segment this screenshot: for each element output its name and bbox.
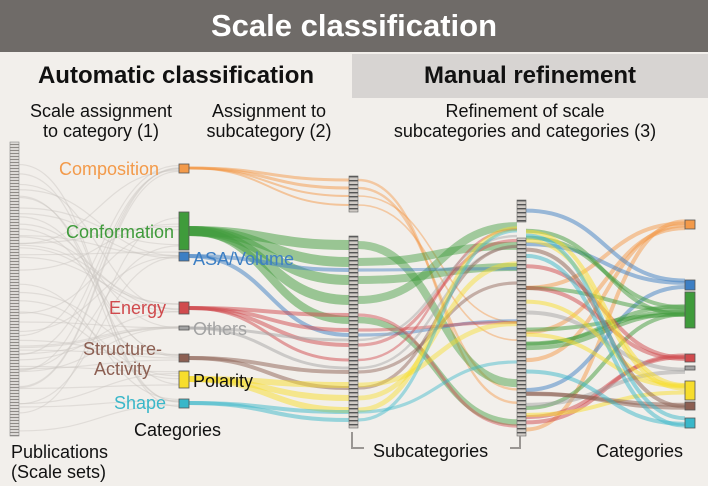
category-to-subcategory-flow [189,168,349,188]
publication-flow [19,245,179,304]
category-box-structure-activity [179,354,189,362]
category-box-energy [179,302,189,314]
categories-right-label: Categories [596,441,683,461]
publications-line-2: (Scale sets) [11,462,108,482]
category-box-shape [179,399,189,408]
right-box-others [685,366,695,370]
category-label-energy: Energy [109,298,166,318]
right-box-energy [685,354,695,362]
category-box-composition [179,164,189,173]
category-label-polarity: Polarity [193,371,253,391]
category-label-conformation: Conformation [66,222,174,242]
category-label-structure: Structure- [83,339,162,359]
subcategory-column-2 [517,200,526,222]
category-box-polarity [179,371,189,388]
publication-flow [19,256,179,331]
right-box-polarity [685,381,695,400]
right-box-shape [685,418,695,428]
category-label-shape: Shape [114,393,166,413]
subcategory-column-1 [349,176,358,212]
category-label-composition: Composition [59,159,159,179]
right-box-composition [685,220,695,229]
categories-middle-label: Categories [134,420,221,440]
publications-label: Publications (Scale sets) [11,442,108,482]
category-label-asa-volume: ASA/Volume [193,249,294,269]
category-to-subcategory-flow [189,168,349,196]
right-box-structure-activity [685,402,695,410]
category-box-asa-volume [179,252,189,261]
subcategories-label: Subcategories [373,441,488,461]
right-box-conformation [685,292,695,328]
category-box-others [179,326,189,330]
category-box-conformation [179,212,189,250]
category-label-others: Others [193,319,247,339]
right-box-asa-volume [685,280,695,290]
publications-line-1: Publications [11,442,108,462]
subcategory-column-1-lower [349,236,358,428]
category-label-activity: Activity [94,359,151,379]
publications-column [10,142,19,436]
subcategory-column-2-lower [517,238,526,436]
